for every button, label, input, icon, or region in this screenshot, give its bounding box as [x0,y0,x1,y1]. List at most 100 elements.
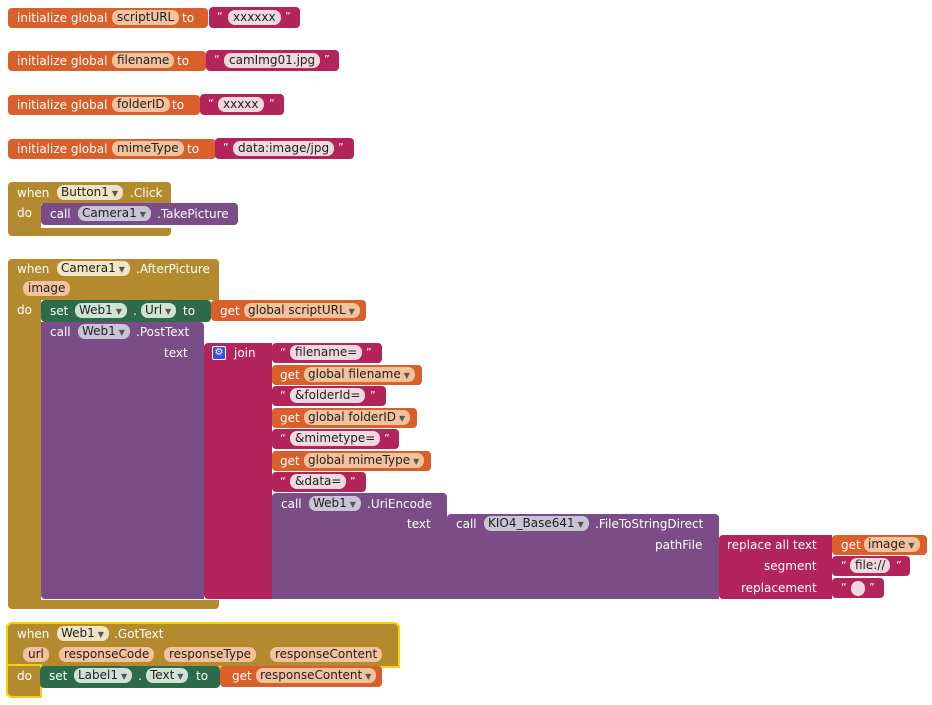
event-footer [8,228,171,236]
text-string-field[interactable]: &data= [290,474,347,489]
global-name-field[interactable]: filename [112,53,175,68]
close-quote: ” [269,97,275,110]
variable-dropdown[interactable]: responseContent ▼ [256,668,377,683]
gear-icon[interactable]: ⚙ [212,346,226,360]
variable-dropdown[interactable]: global filename ▼ [304,367,415,382]
component-dropdown[interactable]: Label1 ▼ [74,668,133,683]
dropdown-arrow-icon: ▼ [121,672,128,681]
call-label: call [50,207,71,221]
call-label: call [456,517,477,531]
variable-dropdown[interactable]: global scriptURL ▼ [244,303,360,318]
text-string-field[interactable]: &mimetype= [290,431,381,446]
component-dropdown[interactable]: Web1 ▼ [309,496,361,511]
init-global-label: initialize global [17,98,108,112]
call-method-block[interactable] [41,322,204,599]
close-quote: ” [350,475,356,488]
event-do-arm [6,664,42,698]
do-label: do [17,669,32,683]
component-dropdown[interactable]: Camera1 ▼ [78,206,151,221]
component-dropdown[interactable]: KIO4_Base641 ▼ [484,516,589,531]
join-label: join [234,346,256,360]
close-quote: ” [896,559,902,572]
property-dropdown[interactable]: Url ▼ [141,303,177,318]
component-name: Web1 [82,324,116,338]
dropdown-arrow-icon: ▼ [577,520,584,529]
component-dropdown[interactable]: Web1 ▼ [75,303,127,318]
join-block[interactable] [204,343,272,599]
dot-label: . [133,304,137,318]
component-dropdown[interactable]: Web1 ▼ [57,626,109,641]
component-dropdown[interactable]: Web1 ▼ [78,324,130,339]
component-name: KIO4_Base641 [488,516,575,530]
component-name: Camera1 [61,261,116,275]
global-name-field[interactable]: mimeType [112,141,184,156]
to-label: to [187,142,200,156]
component-name: Camera1 [82,206,137,220]
open-quote: “ [280,389,286,402]
to-label: to [183,304,196,318]
to-label: to [172,98,185,112]
event-parameter[interactable]: responseCode [59,647,155,662]
get-label: get [280,411,300,425]
open-quote: “ [208,97,214,110]
event-parameter[interactable]: url [23,647,49,662]
event-do-arm [8,300,41,600]
replace-all-text-block[interactable] [719,535,832,599]
do-label: do [17,206,32,220]
text-string-field[interactable]: &folderId= [290,388,366,403]
component-dropdown[interactable]: Camera1 ▼ [57,261,130,276]
variable-dropdown[interactable]: image ▼ [864,537,920,552]
text-string-field[interactable]: camImg01.jpg [224,53,321,68]
set-label: set [49,669,68,683]
close-quote: ” [869,581,875,594]
replacement-label: replacement [741,581,817,595]
event-parameter[interactable]: image [23,281,71,296]
global-name-field[interactable]: scriptURL [112,10,180,25]
event-name: .GotText [114,627,164,641]
dropdown-arrow-icon: ▼ [177,672,184,681]
to-label: to [177,54,190,68]
global-name-field[interactable]: folderID [112,97,170,112]
socket-label: text [407,517,431,531]
variable-dropdown[interactable]: global mimeType ▼ [304,453,425,468]
method-name: .TakePicture [157,207,229,221]
event-footer [8,600,219,609]
text-string-field[interactable]: file:// [850,558,891,573]
dropdown-arrow-icon: ▼ [118,265,125,274]
variable-dropdown[interactable]: global folderID ▼ [304,410,411,425]
dot-label: . [138,669,142,683]
event-parameter[interactable]: responseContent [270,647,383,662]
dropdown-arrow-icon: ▼ [365,672,372,681]
open-quote: “ [280,432,286,445]
component-name: Web1 [79,303,113,317]
dropdown-arrow-icon: ▼ [115,307,122,316]
open-quote: “ [214,53,220,66]
component-name: Web1 [313,496,347,510]
property-name: Url [145,303,163,317]
dropdown-arrow-icon: ▼ [139,210,146,219]
variable-name: global mimeType [308,453,411,467]
get-label: get [220,304,240,318]
get-label: get [232,669,252,683]
call-method-block[interactable] [272,493,447,599]
property-dropdown[interactable]: Text ▼ [146,668,189,683]
text-string-field[interactable]: filename= [290,345,363,360]
dropdown-arrow-icon: ▼ [403,371,410,380]
component-dropdown[interactable]: Button1 ▼ [57,185,123,200]
close-quote: ” [384,432,390,445]
init-global-label: initialize global [17,142,108,156]
text-string-field[interactable]: xxxxxx [228,10,281,25]
init-global-label: initialize global [17,11,108,25]
method-name: .PostText [136,325,190,339]
component-name: Button1 [61,185,109,199]
event-parameter[interactable]: responseType [164,647,257,662]
text-string-field[interactable]: xxxxx [218,97,264,112]
method-name: .UriEncode [367,497,432,511]
open-quote: “ [841,559,847,572]
text-string-field[interactable]: data:image/jpg [233,141,335,156]
close-quote: ” [366,346,372,359]
variable-name: image [868,537,906,551]
open-quote: “ [217,10,223,23]
socket-label: pathFile [655,538,703,552]
empty-text-field[interactable] [851,581,865,596]
